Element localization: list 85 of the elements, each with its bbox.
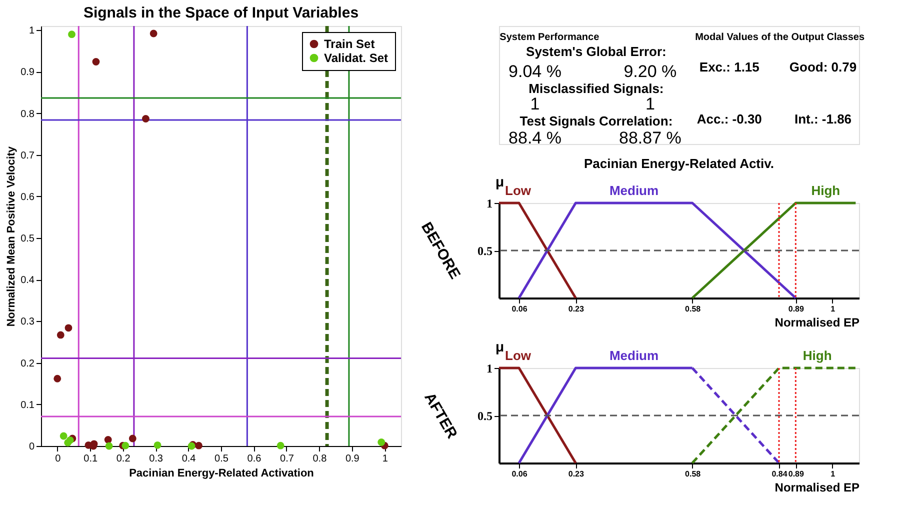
point xyxy=(104,436,112,444)
point xyxy=(66,436,74,444)
point xyxy=(150,30,158,38)
chart-title: Signals in the Space of Input Variables xyxy=(83,4,359,22)
x-tick-label: 0.8 xyxy=(312,454,328,464)
y-axis-title: μ xyxy=(496,338,504,354)
chart-title: Pacinian Energy-Related Activ. xyxy=(584,156,774,171)
y-tick-label: 1 xyxy=(486,196,492,210)
point xyxy=(92,58,100,66)
series-label: Medium xyxy=(609,183,659,198)
x-tick-label: 0.1 xyxy=(84,454,98,464)
text: System's Global Error: xyxy=(526,44,666,59)
x-axis-title: Normalised EP xyxy=(774,480,860,494)
y-tick-label: 0.9 xyxy=(20,67,35,78)
x-tick-label: 0.7 xyxy=(280,454,294,464)
x-tick-label: 0.89 xyxy=(788,304,804,314)
text: Misclassified Signals: xyxy=(528,80,664,96)
series-label: Low xyxy=(505,348,532,363)
y-axis-title: μ xyxy=(496,174,504,190)
text: 1 xyxy=(530,94,540,114)
series-label: Low xyxy=(505,183,532,198)
y-tick-label: 0.2 xyxy=(20,358,35,370)
series-label: High xyxy=(802,348,832,363)
x-tick-label: 0.4 xyxy=(182,454,196,464)
x-tick-label: 0.58 xyxy=(685,304,702,314)
x-tick-label: 0.23 xyxy=(568,304,584,314)
x-tick-label: 0.5 xyxy=(214,454,229,464)
x-tick-label: 0.6 xyxy=(247,454,262,464)
x-tick-label: 1 xyxy=(830,470,836,478)
text: 88.87 % xyxy=(619,128,682,148)
x-tick-label: 0.58 xyxy=(685,470,702,478)
x-tick-label: 0.2 xyxy=(116,454,131,464)
text: System Performance xyxy=(500,32,600,44)
point xyxy=(68,30,76,38)
text: Modal Values of the Output Classes xyxy=(695,32,865,44)
text: 9.04 % xyxy=(508,62,562,82)
text: Test Signals Correlation: xyxy=(520,114,673,129)
x-tick-label: 0.84 xyxy=(772,470,788,478)
text: 1 xyxy=(645,94,655,114)
y-tick-label: 0.6 xyxy=(20,192,35,203)
y-tick-label: 0 xyxy=(28,442,35,452)
point xyxy=(378,438,386,446)
y-tick-label: 1 xyxy=(28,26,35,37)
point xyxy=(54,374,62,382)
x-tick-label: 1 xyxy=(382,454,388,464)
y-tick-label: 1 xyxy=(486,362,492,376)
text: 88.4 % xyxy=(508,128,562,148)
point xyxy=(142,115,150,122)
legend-label: Train Set xyxy=(324,37,375,51)
point xyxy=(60,432,68,440)
series-label: High xyxy=(811,183,840,198)
x-tick-label: 0.06 xyxy=(512,304,528,314)
y-tick-label: 0.4 xyxy=(20,275,35,286)
y-tick-label: 0.1 xyxy=(20,400,35,411)
x-axis-title: Pacinian Energy-Related Activation xyxy=(129,468,314,480)
point xyxy=(56,331,64,339)
legend-label: Validat. Set xyxy=(324,51,388,65)
x-tick-label: 0.89 xyxy=(788,470,804,478)
text: Acc.: -0.30 xyxy=(696,111,762,126)
y-tick-label: 0.5 xyxy=(478,244,492,258)
text: 9.20 % xyxy=(624,62,677,82)
y-tick-label: 0.5 xyxy=(20,234,35,245)
y-tick-label: 0.7 xyxy=(20,150,35,162)
text: Good: 0.79 xyxy=(789,60,857,75)
x-tick-label: 0.23 xyxy=(568,470,584,478)
x-tick-label: 0.9 xyxy=(345,454,360,464)
point xyxy=(154,441,162,449)
point xyxy=(105,442,113,450)
point xyxy=(128,434,136,442)
y-tick-label: 0.5 xyxy=(478,409,492,423)
x-axis-title: Normalised EP xyxy=(774,316,860,330)
text: Int.: -1.86 xyxy=(794,111,852,126)
y-tick-label: 0.8 xyxy=(20,108,35,120)
point xyxy=(276,442,284,450)
y-tick-label: 0.3 xyxy=(20,316,35,328)
y-axis-title: Normalized Mean Positive Velocity xyxy=(6,145,18,327)
series-label: Medium xyxy=(609,348,659,363)
point xyxy=(64,324,72,332)
text: Exc.: 1.15 xyxy=(699,60,760,75)
x-tick-label: 0.3 xyxy=(149,454,164,464)
x-tick-label: 0 xyxy=(55,454,62,464)
x-tick-label: 1 xyxy=(830,304,836,314)
point xyxy=(122,442,130,450)
x-tick-label: 0.06 xyxy=(512,470,528,478)
point xyxy=(195,442,202,450)
